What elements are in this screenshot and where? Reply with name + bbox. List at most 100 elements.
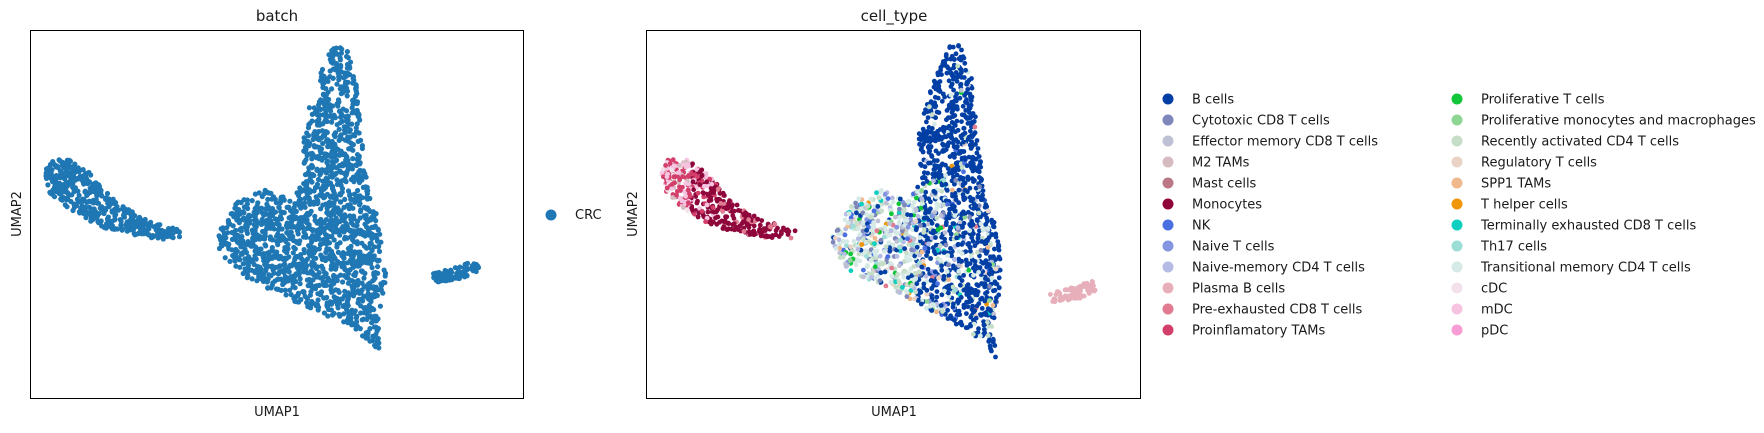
- celltype-point: [927, 139, 933, 145]
- batch-point: [368, 240, 374, 246]
- celltype-point: [987, 262, 992, 268]
- celltype-point: [941, 148, 947, 154]
- batch-point: [371, 324, 378, 330]
- batch-point: [323, 271, 329, 277]
- celltype-point: [722, 193, 727, 198]
- celltype-point: [758, 233, 764, 239]
- celltype-legend-marker: [1451, 261, 1463, 273]
- batch-point: [302, 204, 308, 210]
- celltype-point: [904, 282, 910, 288]
- celltype-point: [949, 128, 955, 133]
- batch-point: [339, 215, 345, 221]
- batch-point: [364, 188, 370, 194]
- celltype-point: [945, 115, 951, 121]
- celltype-point: [919, 196, 925, 202]
- batch-point: [334, 81, 340, 87]
- celltype-point: [868, 258, 874, 263]
- celltype-point: [939, 98, 945, 104]
- batch-point: [120, 204, 126, 210]
- celltype-point: [840, 238, 846, 244]
- batch-point: [232, 205, 238, 211]
- celltype-point: [882, 269, 888, 275]
- celltype-point: [946, 290, 951, 296]
- batch-point: [103, 205, 109, 211]
- batch-point: [240, 261, 246, 267]
- celltype-point: [961, 273, 966, 278]
- celltype-point: [955, 74, 960, 80]
- celltype-point: [959, 112, 965, 118]
- celltype-point: [977, 253, 982, 259]
- batch-point: [224, 240, 230, 246]
- celltype-legend-marker: [1162, 282, 1174, 294]
- celltype-point: [975, 146, 981, 151]
- batch-point: [474, 263, 481, 269]
- celltype-point: [724, 214, 730, 220]
- batch-point: [345, 246, 351, 252]
- batch-point: [82, 209, 89, 216]
- batch-point: [256, 190, 262, 196]
- batch-point: [320, 81, 326, 87]
- batch-point: [371, 244, 377, 250]
- celltype-legend-marker: [1162, 114, 1174, 126]
- celltype-point: [985, 226, 991, 231]
- celltype-point: [916, 131, 922, 137]
- celltype-point: [855, 236, 861, 242]
- celltype-point: [907, 257, 913, 263]
- celltype-point: [931, 188, 937, 194]
- batch-point: [302, 172, 309, 178]
- celltype-point: [1092, 287, 1098, 293]
- celltype-point: [901, 274, 907, 280]
- celltype-point: [725, 205, 731, 211]
- celltype-legend-label: NK: [1192, 219, 1211, 234]
- celltype-point: [971, 272, 976, 278]
- batch-point: [218, 241, 224, 247]
- batch-point: [94, 193, 100, 199]
- batch-point: [310, 271, 316, 277]
- celltype-point: [972, 259, 978, 264]
- batch-point: [76, 192, 82, 198]
- batch-point: [269, 196, 275, 202]
- celltype-point: [949, 81, 955, 87]
- celltype-point: [946, 78, 952, 84]
- batch-point: [335, 249, 341, 255]
- celltype-point: [733, 224, 739, 230]
- batch-point: [141, 218, 147, 224]
- celltype-legend-marker: [1451, 219, 1463, 231]
- celltype-point: [911, 200, 917, 205]
- batch-point: [233, 263, 239, 269]
- batch-point: [306, 133, 312, 139]
- celltype-point: [1048, 292, 1053, 297]
- celltype-point: [961, 211, 967, 216]
- celltype-point: [909, 273, 915, 278]
- celltype-point: [755, 216, 761, 222]
- batch-point: [114, 226, 120, 232]
- celltype-legend-marker: [1451, 324, 1463, 336]
- celltype-point: [936, 275, 941, 281]
- celltype-point: [962, 214, 968, 220]
- celltype-point: [677, 177, 683, 183]
- batch-point: [314, 155, 320, 161]
- celltype-legend-label: Pre-exhausted CD8 T cells: [1192, 303, 1362, 318]
- batch-point: [319, 128, 325, 134]
- batch-point: [359, 296, 365, 302]
- celltype-point: [930, 213, 935, 219]
- batch-point: [57, 158, 63, 164]
- celltype-legend-marker: [1162, 324, 1174, 336]
- celltype-point: [953, 97, 959, 103]
- celltype-point: [968, 146, 974, 151]
- celltype-point: [961, 139, 966, 145]
- batch-point: [369, 233, 375, 239]
- batch-point: [164, 233, 170, 240]
- celltype-point: [694, 167, 700, 172]
- celltype-legend-label: mDC: [1481, 303, 1513, 318]
- batch-point: [312, 213, 318, 219]
- celltype-point: [954, 235, 959, 241]
- celltype-point: [949, 99, 955, 105]
- batch-point: [347, 257, 354, 263]
- celltype-point: [991, 220, 997, 225]
- batch-point: [328, 169, 334, 175]
- celltype-point: [730, 202, 735, 208]
- batch-point: [286, 254, 292, 260]
- batch-point: [363, 174, 369, 180]
- celltype-point: [976, 326, 981, 332]
